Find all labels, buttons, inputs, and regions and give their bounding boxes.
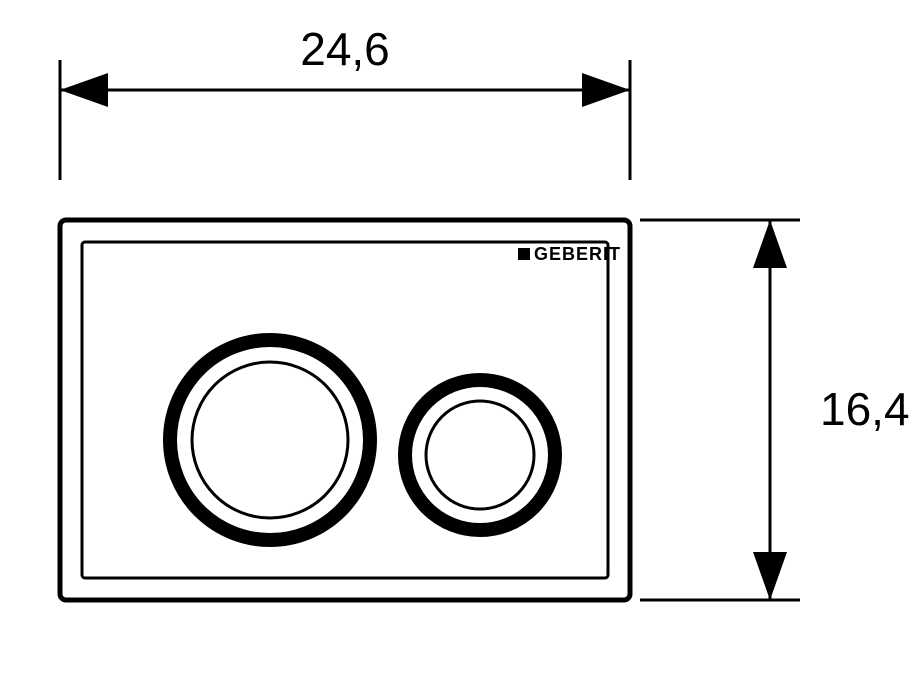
dimension-width-label: 24,6: [300, 23, 390, 75]
flush-button-small: [405, 380, 555, 530]
dimension-width: 24,6: [60, 23, 630, 180]
arrowhead-right-icon: [582, 73, 630, 107]
brand-square-icon: [518, 248, 530, 260]
dimension-height-label: 16,4: [820, 383, 910, 435]
brand-label: GEBERIT: [534, 244, 621, 264]
flush-plate: GEBERIT: [60, 220, 630, 600]
arrowhead-up-icon: [753, 220, 787, 268]
dimension-height: 16,4: [640, 220, 910, 600]
arrowhead-down-icon: [753, 552, 787, 600]
arrowhead-left-icon: [60, 73, 108, 107]
technical-drawing: 24,6 16,4 GEBERIT: [0, 0, 910, 680]
brand-mark: GEBERIT: [518, 244, 621, 264]
flush-button-large: [170, 340, 370, 540]
